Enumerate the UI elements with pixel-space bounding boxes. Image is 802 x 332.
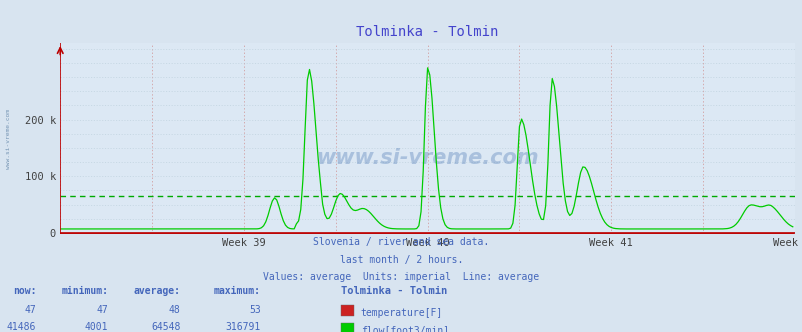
Text: 47: 47 [96, 305, 108, 315]
Text: 47: 47 [24, 305, 36, 315]
Text: 48: 48 [168, 305, 180, 315]
Text: Slovenia / river and sea data.: Slovenia / river and sea data. [313, 237, 489, 247]
Text: Tolminka - Tolmin: Tolminka - Tolmin [341, 286, 447, 296]
Text: maximum:: maximum: [213, 286, 261, 296]
Text: flow[foot3/min]: flow[foot3/min] [360, 325, 448, 332]
Text: www.si-vreme.com: www.si-vreme.com [6, 110, 10, 169]
Text: 53: 53 [249, 305, 261, 315]
Text: average:: average: [133, 286, 180, 296]
Text: now:: now: [13, 286, 36, 296]
Text: temperature[F]: temperature[F] [360, 308, 442, 318]
Text: Values: average  Units: imperial  Line: average: Values: average Units: imperial Line: av… [263, 272, 539, 282]
Text: 4001: 4001 [85, 322, 108, 332]
Text: www.si-vreme.com: www.si-vreme.com [316, 148, 538, 168]
Title: Tolminka - Tolmin: Tolminka - Tolmin [356, 25, 498, 39]
Text: 41486: 41486 [6, 322, 36, 332]
Text: last month / 2 hours.: last month / 2 hours. [339, 255, 463, 265]
Text: 64548: 64548 [151, 322, 180, 332]
Text: 316791: 316791 [225, 322, 261, 332]
Text: minimum:: minimum: [61, 286, 108, 296]
